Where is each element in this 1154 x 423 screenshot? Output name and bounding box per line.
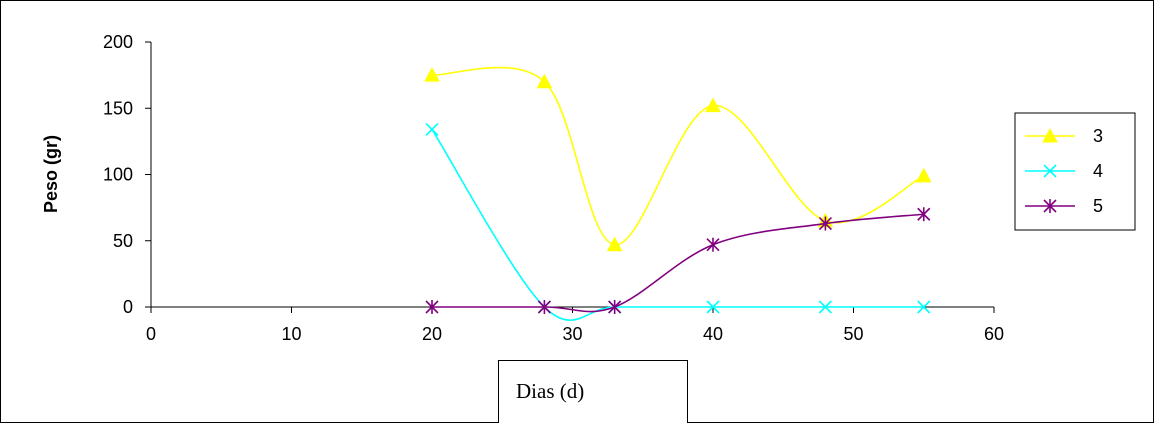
series-3 xyxy=(424,66,932,252)
legend: 3 4 5 xyxy=(1014,112,1136,231)
x-tick-label-10: 10 xyxy=(281,324,301,344)
point-series-3-2 xyxy=(606,236,623,252)
y-tick-label-150: 150 xyxy=(103,98,133,118)
series-5 xyxy=(425,207,931,314)
x-tick-label-40: 40 xyxy=(703,324,723,344)
point-series-5-1 xyxy=(537,300,551,314)
x-tick-label-0: 0 xyxy=(146,324,156,344)
series-line-3 xyxy=(431,66,925,246)
point-series-3-3 xyxy=(705,97,721,113)
y-tick-label-50: 50 xyxy=(113,231,133,251)
y-axis-title: Peso (gr) xyxy=(41,135,61,213)
legend-marker-3 xyxy=(1042,127,1058,143)
point-series-3-5 xyxy=(915,167,932,183)
series-line-5 xyxy=(431,213,924,313)
y-tick-label-100: 100 xyxy=(103,165,133,185)
point-series-4-5 xyxy=(917,300,931,314)
x-tick-label-30: 30 xyxy=(562,324,582,344)
point-series-3-0 xyxy=(424,67,440,82)
legend-marker-4 xyxy=(1043,164,1057,178)
legend-label-5: 5 xyxy=(1093,196,1103,216)
point-series-5-3 xyxy=(706,237,720,252)
point-series-4-3 xyxy=(706,300,720,314)
legend-label-3: 3 xyxy=(1093,126,1103,146)
y-tick-label-200: 200 xyxy=(103,32,133,52)
point-series-5-5 xyxy=(917,207,931,222)
legend-marker-5 xyxy=(1043,199,1057,213)
point-series-5-0 xyxy=(425,300,439,314)
x-tick-label-60: 60 xyxy=(984,324,1004,344)
point-series-4-0 xyxy=(425,122,439,137)
x-axis-title-box: Dias (d) xyxy=(498,360,688,423)
y-tick-label-0: 0 xyxy=(123,297,133,317)
legend-label-4: 4 xyxy=(1093,161,1103,181)
point-series-5-4 xyxy=(818,216,832,231)
point-series-4-4 xyxy=(818,300,832,314)
point-series-3-1 xyxy=(536,73,553,89)
axes: 0 50 100 150 200 0 10 20 30 40 50 60 xyxy=(103,32,1004,344)
x-tick-label-20: 20 xyxy=(422,324,442,344)
x-tick-label-50: 50 xyxy=(843,324,863,344)
series-4 xyxy=(425,122,931,321)
x-axis-title: Dias (d) xyxy=(516,379,585,403)
series-layer xyxy=(424,66,932,321)
series-line-4 xyxy=(431,129,924,321)
point-series-5-2 xyxy=(608,300,622,314)
